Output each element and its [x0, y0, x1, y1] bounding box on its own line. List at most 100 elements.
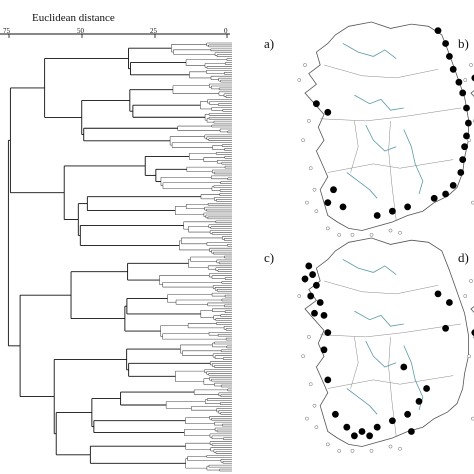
province-boundary: [320, 107, 461, 122]
site-marker: [358, 428, 366, 435]
site-marker: [330, 186, 337, 194]
dendrogram-axis-ticks: 75 50 25 0: [3, 27, 228, 38]
site-marker: [449, 182, 457, 189]
island: [308, 382, 313, 387]
dendrogram: [7, 42, 232, 472]
island: [305, 200, 309, 205]
site-marker: [324, 108, 332, 116]
island: [471, 416, 474, 421]
site-marker: [457, 169, 465, 176]
map-panel-west-coast: c): [264, 237, 469, 453]
site-marker: [324, 199, 332, 207]
tick-label: 75: [3, 27, 11, 35]
river: [342, 43, 397, 59]
site-marker: [320, 346, 328, 354]
site-marker: [463, 132, 470, 140]
site-marker: [442, 40, 449, 47]
site-marker: [324, 376, 332, 384]
site-marker: [313, 281, 320, 289]
island: [388, 444, 393, 449]
site-marker: [389, 207, 396, 215]
island: [369, 449, 374, 453]
site-marker: [313, 100, 320, 108]
island: [312, 187, 317, 192]
dendrogram-branches: [159, 42, 232, 472]
coastline: [304, 237, 469, 447]
site-marker: [301, 275, 309, 283]
map-panel-label: c): [264, 250, 274, 265]
river: [354, 310, 404, 327]
site-marker: [434, 290, 442, 298]
tick-label: 0: [224, 27, 228, 35]
site-marker: [408, 428, 415, 435]
island: [469, 279, 473, 283]
island: [369, 233, 374, 237]
site-marker: [320, 312, 328, 319]
site-marker: [430, 194, 438, 202]
island: [463, 294, 468, 298]
site-marker: [332, 410, 339, 418]
island: [469, 63, 473, 67]
site-marker: [404, 203, 411, 211]
site-marker: [351, 432, 358, 440]
island: [301, 138, 305, 143]
island: [398, 446, 402, 451]
site-marker: [311, 309, 318, 317]
province-boundary: [350, 336, 359, 389]
map-panel-east-coast: a): [264, 21, 472, 237]
site-marker: [446, 299, 453, 306]
island: [297, 294, 302, 298]
island: [325, 442, 330, 447]
site-marker: [389, 417, 396, 425]
site-marker: [309, 271, 316, 278]
site-marker: [471, 74, 474, 82]
map-panel-label: a): [264, 36, 274, 51]
river: [342, 259, 397, 275]
coastline: [470, 306, 474, 313]
province-boundary: [327, 159, 454, 173]
site-marker: [465, 119, 472, 127]
island: [314, 209, 319, 214]
island: [467, 354, 471, 359]
island: [325, 226, 330, 231]
coastline: [470, 90, 474, 97]
tick-label: 50: [77, 27, 85, 35]
site-marker: [307, 292, 315, 300]
site-marker: [423, 385, 430, 392]
province-boundary: [323, 64, 439, 79]
river: [354, 94, 404, 111]
site-marker: [339, 203, 347, 211]
site-marker: [324, 329, 332, 336]
site-marker: [434, 27, 442, 34]
island: [312, 403, 317, 408]
site-marker: [404, 410, 411, 418]
island: [471, 200, 474, 205]
island: [350, 449, 355, 453]
site-marker: [343, 423, 351, 431]
island: [305, 416, 309, 421]
site-marker: [471, 329, 474, 336]
island: [306, 119, 311, 123]
province-boundary: [320, 323, 461, 338]
site-marker: [415, 398, 423, 405]
map-panel-label: d): [458, 250, 469, 265]
river: [346, 388, 378, 415]
island: [306, 335, 311, 339]
island: [337, 449, 342, 453]
river: [403, 129, 424, 195]
province-boundary: [327, 375, 454, 389]
site-marker: [373, 212, 381, 219]
site-marker: [459, 156, 467, 164]
map-panels: a) b) c) d): [264, 21, 474, 453]
site-marker: [442, 324, 449, 332]
map-panel-south-coast: b): [458, 36, 474, 205]
map-panel-southwest-coast: d): [458, 250, 474, 421]
province-boundary: [350, 120, 359, 173]
site-marker: [449, 65, 457, 73]
island: [303, 63, 307, 67]
island: [350, 233, 355, 237]
island: [398, 230, 402, 235]
site-marker: [305, 262, 313, 270]
coastline: [304, 21, 469, 231]
